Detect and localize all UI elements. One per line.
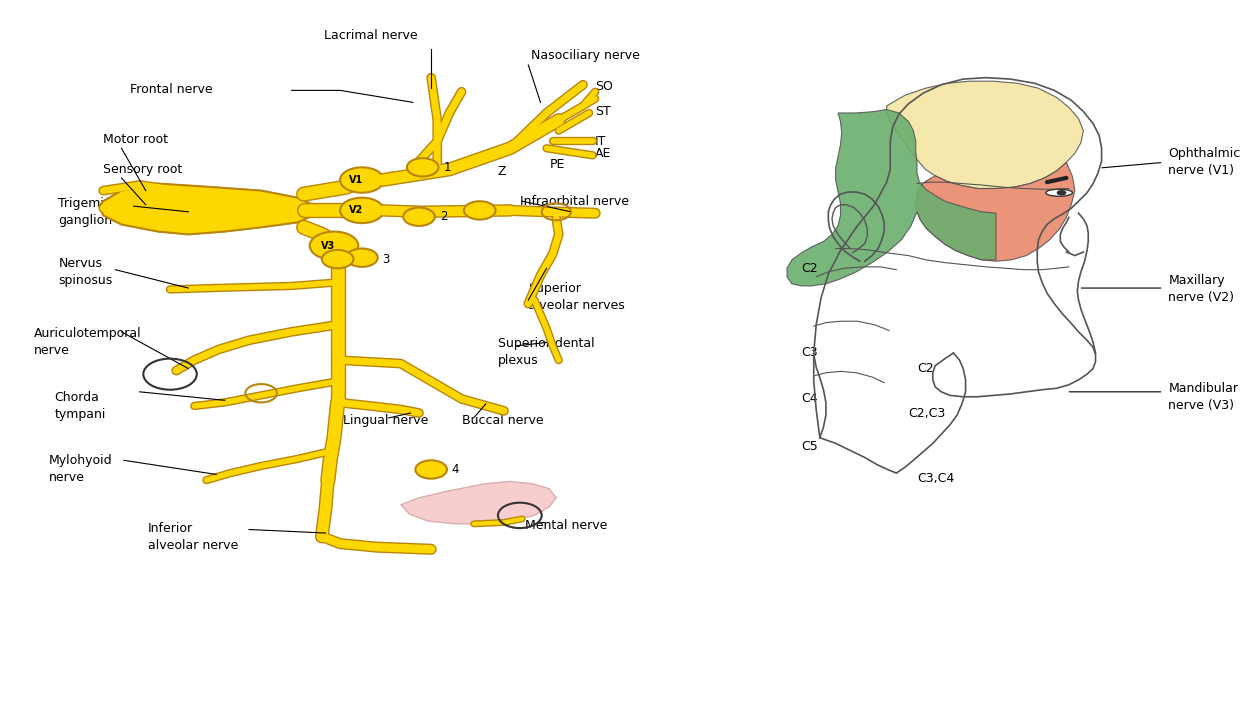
Text: Ophthalmic
nerve (V1): Ophthalmic nerve (V1) bbox=[1169, 148, 1241, 177]
Ellipse shape bbox=[1046, 189, 1072, 196]
Circle shape bbox=[340, 198, 384, 223]
Polygon shape bbox=[886, 81, 1084, 189]
Text: Lacrimal nerve: Lacrimal nerve bbox=[324, 30, 418, 42]
Circle shape bbox=[404, 208, 435, 226]
Text: Maxillary
nerve (V2): Maxillary nerve (V2) bbox=[1169, 275, 1235, 304]
Text: Nasociliary nerve: Nasociliary nerve bbox=[531, 49, 640, 62]
Text: Trigeminal
ganglion: Trigeminal ganglion bbox=[59, 197, 124, 227]
Text: Chorda
tympani: Chorda tympani bbox=[55, 391, 106, 421]
Text: Motor root: Motor root bbox=[104, 133, 169, 146]
Circle shape bbox=[408, 158, 439, 176]
Circle shape bbox=[1056, 190, 1066, 196]
Text: Buccal nerve: Buccal nerve bbox=[461, 414, 544, 426]
Polygon shape bbox=[916, 162, 1075, 261]
Text: Inferior
alveolar nerve: Inferior alveolar nerve bbox=[149, 522, 239, 551]
Text: C4: C4 bbox=[801, 393, 819, 405]
Text: V2: V2 bbox=[349, 205, 362, 215]
Text: PE: PE bbox=[550, 158, 565, 171]
Text: 1: 1 bbox=[444, 161, 451, 174]
Text: C2: C2 bbox=[801, 262, 819, 275]
Polygon shape bbox=[100, 184, 316, 234]
Text: Mandibular
nerve (V3): Mandibular nerve (V3) bbox=[1169, 382, 1239, 412]
Text: V1: V1 bbox=[349, 175, 362, 185]
Text: AE: AE bbox=[595, 148, 611, 160]
Text: C5: C5 bbox=[801, 440, 819, 453]
Text: SO: SO bbox=[595, 80, 612, 92]
Polygon shape bbox=[401, 481, 556, 524]
Circle shape bbox=[346, 249, 378, 267]
Text: 3: 3 bbox=[382, 253, 390, 265]
Text: IT: IT bbox=[595, 135, 606, 148]
Text: V3: V3 bbox=[321, 241, 335, 251]
Text: Lingual nerve: Lingual nerve bbox=[342, 414, 428, 426]
Text: Auriculotemporal
nerve: Auriculotemporal nerve bbox=[34, 328, 141, 357]
Text: Superior
alveolar nerves: Superior alveolar nerves bbox=[529, 282, 625, 311]
Text: 4: 4 bbox=[451, 463, 459, 476]
Circle shape bbox=[321, 250, 354, 268]
Text: Mylohyoid
nerve: Mylohyoid nerve bbox=[49, 455, 112, 484]
Text: C2,C3: C2,C3 bbox=[909, 407, 946, 420]
Circle shape bbox=[464, 201, 495, 220]
Text: 2: 2 bbox=[440, 210, 448, 223]
Text: C3,C4: C3,C4 bbox=[918, 472, 954, 485]
Text: C3: C3 bbox=[801, 347, 819, 359]
Text: Mental nerve: Mental nerve bbox=[525, 520, 608, 532]
Text: Frontal nerve: Frontal nerve bbox=[130, 83, 212, 96]
Text: Superior dental
plexus: Superior dental plexus bbox=[498, 337, 595, 366]
Polygon shape bbox=[788, 109, 996, 286]
Circle shape bbox=[340, 167, 384, 193]
Text: Z: Z bbox=[498, 165, 506, 178]
Text: Sensory root: Sensory root bbox=[104, 163, 182, 176]
Text: C2: C2 bbox=[918, 362, 934, 375]
Polygon shape bbox=[100, 184, 316, 234]
Text: Infraorbital nerve: Infraorbital nerve bbox=[520, 195, 629, 208]
Text: ST: ST bbox=[595, 105, 611, 118]
Text: Nervus
spinosus: Nervus spinosus bbox=[59, 257, 112, 287]
Circle shape bbox=[310, 232, 359, 260]
Circle shape bbox=[415, 460, 447, 479]
